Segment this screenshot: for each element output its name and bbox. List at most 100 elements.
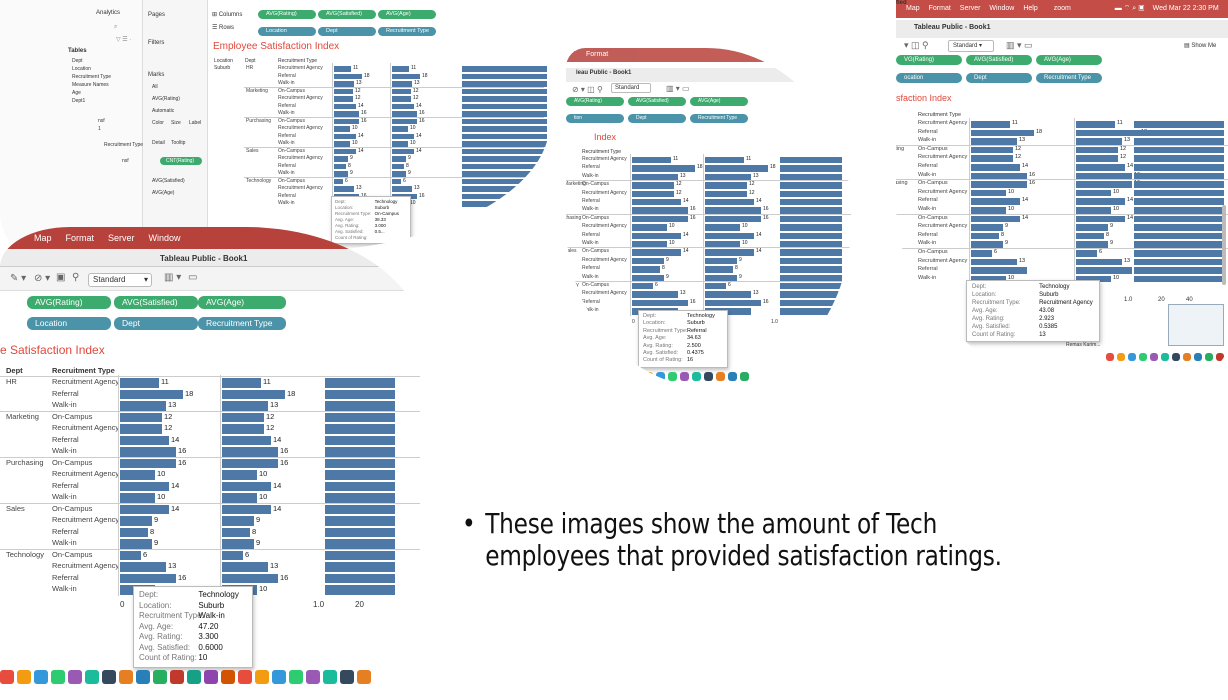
column-pill[interactable]: AVG(Age) — [198, 296, 286, 309]
bar[interactable] — [325, 470, 395, 480]
bar[interactable] — [392, 148, 414, 154]
bar[interactable] — [334, 66, 351, 72]
menu-item[interactable]: Map — [906, 5, 920, 12]
row-pill[interactable]: Recruitment Type — [378, 27, 436, 36]
bar[interactable] — [222, 516, 254, 526]
bar[interactable] — [1076, 121, 1115, 128]
bar[interactable] — [1134, 224, 1224, 231]
row-pill[interactable]: Recruitment Type — [198, 317, 286, 330]
column-pill[interactable]: AVG(Rating) — [566, 97, 624, 106]
bar[interactable] — [120, 412, 162, 422]
bar[interactable] — [120, 516, 152, 526]
bar[interactable] — [1076, 138, 1122, 145]
bar[interactable] — [1134, 275, 1224, 283]
bar[interactable] — [222, 539, 254, 549]
column-pill[interactable]: AVG(Age) — [378, 10, 436, 19]
menu-item[interactable]: Map — [34, 233, 52, 243]
bar[interactable] — [780, 190, 842, 197]
bar[interactable] — [705, 266, 733, 273]
dock-app-icon[interactable] — [1106, 353, 1114, 361]
bar[interactable] — [632, 274, 664, 281]
bar[interactable] — [705, 299, 761, 307]
bar[interactable] — [334, 163, 346, 169]
bar[interactable] — [632, 182, 674, 189]
marks-item[interactable]: AVG(Rating) — [152, 96, 180, 102]
dock-app-icon[interactable] — [704, 371, 713, 381]
dock-app-icon[interactable] — [255, 670, 269, 684]
bar[interactable] — [334, 133, 356, 139]
bar[interactable] — [325, 573, 395, 583]
bar[interactable] — [120, 481, 169, 491]
bar[interactable] — [632, 207, 688, 214]
row-pill[interactable]: Dept — [114, 317, 198, 330]
column-pill[interactable]: AVG(Rating) — [258, 10, 316, 19]
bar[interactable] — [971, 232, 999, 240]
dock-app-icon[interactable] — [656, 371, 665, 381]
bar[interactable] — [1134, 181, 1224, 188]
fit-select[interactable]: Standard ▾ — [88, 273, 152, 287]
bar[interactable] — [971, 215, 1020, 223]
table-field[interactable]: Age — [72, 90, 81, 96]
dock-app-icon[interactable] — [716, 371, 725, 381]
dock-app-icon[interactable] — [272, 670, 286, 684]
bar[interactable] — [971, 189, 1006, 197]
bar[interactable] — [780, 157, 842, 164]
bar[interactable] — [705, 274, 737, 281]
bar[interactable] — [462, 118, 547, 124]
bar[interactable] — [1076, 241, 1108, 248]
row-pill[interactable]: tion — [566, 114, 624, 123]
bar[interactable] — [334, 156, 348, 162]
marks-item[interactable]: Detail — [152, 140, 165, 146]
bar[interactable] — [222, 573, 278, 583]
bar[interactable] — [325, 424, 395, 434]
bar[interactable] — [1076, 224, 1108, 231]
dock-app-icon[interactable] — [238, 670, 252, 684]
bar[interactable] — [120, 573, 176, 583]
bar[interactable] — [392, 133, 414, 139]
column-pill[interactable]: AVG(Age) — [690, 97, 748, 106]
bar[interactable] — [334, 141, 350, 147]
bar[interactable] — [120, 504, 169, 514]
dock-app-icon[interactable] — [1183, 353, 1191, 361]
bar[interactable] — [632, 157, 671, 164]
bar[interactable] — [222, 378, 261, 388]
fit-select[interactable]: Standard ▾ — [948, 40, 994, 52]
bar[interactable] — [632, 257, 664, 265]
bar[interactable] — [334, 111, 359, 117]
bar[interactable] — [325, 527, 395, 537]
bar[interactable] — [632, 283, 653, 290]
bar[interactable] — [222, 504, 271, 514]
bar[interactable] — [1134, 215, 1224, 223]
scrollbar[interactable] — [1222, 205, 1226, 285]
bar[interactable] — [780, 173, 842, 181]
bar[interactable] — [971, 138, 1017, 145]
bar[interactable] — [325, 562, 395, 572]
filter-icon[interactable]: ▽ ☰ · — [116, 37, 132, 43]
bar[interactable] — [334, 103, 356, 109]
bar[interactable] — [971, 241, 1003, 248]
menu-item[interactable]: Window — [989, 5, 1015, 12]
bar[interactable] — [392, 66, 409, 72]
bar[interactable] — [705, 165, 768, 172]
bar[interactable] — [780, 308, 842, 315]
bar[interactable] — [705, 215, 761, 223]
fit-select[interactable]: Standard — [611, 83, 651, 93]
bar[interactable] — [120, 458, 176, 468]
bar[interactable] — [462, 193, 547, 199]
dock-app-icon[interactable] — [1150, 353, 1158, 361]
bar[interactable] — [392, 88, 411, 94]
bar[interactable] — [462, 81, 547, 87]
tooltip-toggle-icon[interactable]: ▣ — [56, 272, 66, 283]
bar[interactable] — [325, 550, 395, 560]
bar[interactable] — [780, 182, 842, 189]
bar[interactable] — [325, 378, 395, 388]
bar[interactable] — [632, 266, 660, 273]
bar[interactable] — [632, 232, 681, 239]
bar[interactable] — [462, 201, 547, 207]
bar[interactable] — [462, 103, 547, 109]
marks-item[interactable]: All — [152, 84, 158, 90]
bar[interactable] — [1076, 258, 1122, 266]
bar[interactable] — [1076, 232, 1104, 240]
bar[interactable] — [222, 401, 268, 411]
bar[interactable] — [462, 171, 547, 177]
